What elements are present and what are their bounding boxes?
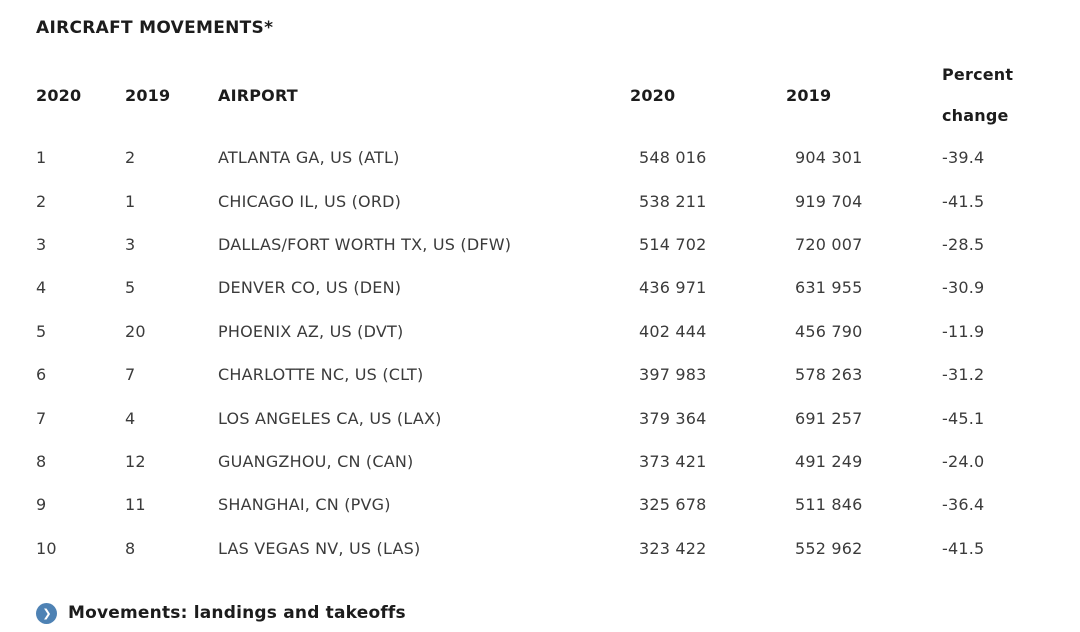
cell-rank-2019: 7: [125, 365, 136, 385]
header-rank-2020: 2020: [36, 85, 82, 105]
cell-rank-2019: 12: [125, 451, 146, 471]
cell-movements-2019: 552 962: [795, 538, 863, 558]
cell-rank-2020: 5: [36, 321, 47, 341]
footnote-text: Movements: landings and takeoffs: [68, 603, 406, 624]
table-row: 1 2 ATLANTA GA, US (ATL) 548 016 904 301…: [36, 136, 1044, 179]
cell-rank-2020: 10: [36, 538, 57, 558]
cell-rank-2020: 1: [36, 148, 47, 168]
cell-movements-2020: 548 016: [639, 148, 707, 168]
cell-movements-2020: 323 422: [639, 538, 707, 558]
aircraft-movements-table: 2020 2019 AIRPORT 2020 2019 Percent chan…: [36, 54, 1044, 570]
table-row: 7 4 LOS ANGELES CA, US (LAX) 379 364 691…: [36, 396, 1044, 439]
cell-movements-2019: 904 301: [795, 148, 863, 168]
cell-airport: SHANGHAI, CN (PVG): [218, 495, 391, 515]
chevron-right-circle-icon: ❯: [36, 602, 57, 624]
cell-movements-2020: 379 364: [639, 408, 707, 428]
table-row: 6 7 CHARLOTTE NC, US (CLT) 397 983 578 2…: [36, 353, 1044, 396]
cell-movements-2019: 511 846: [795, 495, 863, 515]
cell-movements-2020: 402 444: [639, 321, 707, 341]
cell-rank-2020: 7: [36, 408, 47, 428]
cell-airport: LAS VEGAS NV, US (LAS): [218, 538, 421, 558]
cell-rank-2020: 4: [36, 278, 47, 298]
cell-movements-2019: 720 007: [795, 234, 863, 254]
table-row: 9 11 SHANGHAI, CN (PVG) 325 678 511 846 …: [36, 483, 1044, 526]
cell-rank-2020: 8: [36, 451, 47, 471]
cell-movements-2019: 631 955: [795, 278, 863, 298]
cell-airport: PHOENIX AZ, US (DVT): [218, 321, 404, 341]
table-row: 5 20 PHOENIX AZ, US (DVT) 402 444 456 79…: [36, 310, 1044, 353]
cell-rank-2019: 4: [125, 408, 136, 428]
cell-rank-2019: 11: [125, 495, 146, 515]
cell-movements-2020: 397 983: [639, 365, 707, 385]
cell-rank-2020: 6: [36, 365, 47, 385]
cell-percent-change: -30.9: [942, 278, 985, 298]
cell-rank-2020: 3: [36, 234, 47, 254]
cell-airport: CHICAGO IL, US (ORD): [218, 191, 402, 211]
cell-movements-2020: 514 702: [639, 234, 707, 254]
cell-rank-2019: 5: [125, 278, 136, 298]
cell-rank-2020: 2: [36, 191, 47, 211]
table-row: 4 5 DENVER CO, US (DEN) 436 971 631 955 …: [36, 266, 1044, 309]
cell-rank-2019: 3: [125, 234, 136, 254]
cell-movements-2020: 325 678: [639, 495, 707, 515]
cell-rank-2019: 8: [125, 538, 136, 558]
cell-percent-change: -39.4: [942, 148, 985, 168]
cell-percent-change: -41.5: [942, 538, 985, 558]
cell-rank-2019: 1: [125, 191, 136, 211]
cell-airport: GUANGZHOU, CN (CAN): [218, 451, 414, 471]
cell-airport: ATLANTA GA, US (ATL): [218, 148, 400, 168]
table-row: 10 8 LAS VEGAS NV, US (LAS) 323 422 552 …: [36, 527, 1044, 570]
header-airport: AIRPORT: [218, 85, 298, 105]
cell-movements-2019: 456 790: [795, 321, 863, 341]
cell-movements-2020: 373 421: [639, 451, 707, 471]
header-percent-change: Percent change: [942, 54, 1044, 136]
cell-movements-2020: 538 211: [639, 191, 707, 211]
cell-movements-2019: 578 263: [795, 365, 863, 385]
header-percent-change-line2: change: [942, 106, 1009, 125]
table-row: 2 1 CHICAGO IL, US (ORD) 538 211 919 704…: [36, 179, 1044, 222]
header-movements-2020: 2020: [630, 85, 676, 105]
cell-movements-2020: 436 971: [639, 278, 707, 298]
cell-rank-2019: 20: [125, 321, 146, 341]
table-header-row: 2020 2019 AIRPORT 2020 2019 Percent chan…: [36, 54, 1044, 136]
cell-percent-change: -24.0: [942, 451, 985, 471]
cell-airport: DALLAS/FORT WORTH TX, US (DFW): [218, 234, 512, 254]
cell-movements-2019: 491 249: [795, 451, 863, 471]
cell-airport: CHARLOTTE NC, US (CLT): [218, 365, 424, 385]
cell-airport: DENVER CO, US (DEN): [218, 278, 402, 298]
cell-airport: LOS ANGELES CA, US (LAX): [218, 408, 442, 428]
cell-percent-change: -41.5: [942, 191, 985, 211]
header-rank-2019: 2019: [125, 85, 171, 105]
cell-percent-change: -36.4: [942, 495, 985, 515]
cell-percent-change: -28.5: [942, 234, 985, 254]
cell-rank-2020: 9: [36, 495, 47, 515]
footnote: ❯ Movements: landings and takeoffs: [36, 602, 1044, 624]
cell-percent-change: -45.1: [942, 408, 985, 428]
cell-rank-2019: 2: [125, 148, 136, 168]
header-movements-2019: 2019: [786, 85, 832, 105]
header-percent-change-line1: Percent: [942, 65, 1014, 84]
table-row: 3 3 DALLAS/FORT WORTH TX, US (DFW) 514 7…: [36, 223, 1044, 266]
cell-percent-change: -11.9: [942, 321, 985, 341]
table-title: AIRCRAFT MOVEMENTS*: [36, 18, 274, 38]
cell-percent-change: -31.2: [942, 365, 985, 385]
cell-movements-2019: 691 257: [795, 408, 863, 428]
table-row: 8 12 GUANGZHOU, CN (CAN) 373 421 491 249…: [36, 440, 1044, 483]
cell-movements-2019: 919 704: [795, 191, 863, 211]
